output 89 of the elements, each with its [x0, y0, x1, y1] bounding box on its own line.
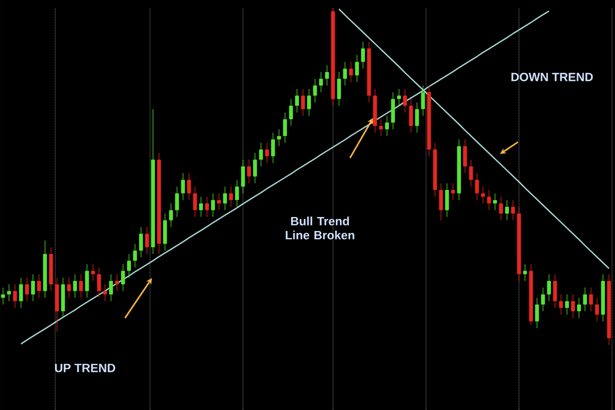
candlestick	[67, 277, 71, 298]
candlestick	[415, 102, 419, 133]
candlestick	[541, 287, 545, 312]
candlestick	[277, 128, 281, 146]
candlestick	[1, 287, 5, 305]
candlestick	[205, 196, 209, 218]
candlestick	[85, 264, 89, 298]
candlestick	[493, 192, 497, 210]
candlestick	[349, 61, 353, 82]
candlestick	[451, 182, 455, 200]
candlestick	[487, 190, 491, 210]
candlestick	[37, 274, 41, 298]
candlestick	[481, 186, 485, 204]
candlestick	[397, 88, 401, 106]
candlestick	[193, 186, 197, 218]
candlestick	[79, 274, 83, 298]
candlestick	[553, 274, 557, 308]
candlestick	[523, 264, 527, 282]
candlestick	[535, 297, 539, 328]
candlestick	[361, 41, 365, 69]
candlestick	[307, 88, 311, 116]
candlestick	[385, 115, 389, 136]
candlestick	[247, 159, 251, 184]
candlestick	[73, 274, 77, 298]
candlestick	[109, 274, 113, 302]
candlestick	[463, 138, 467, 174]
candlestick	[589, 287, 593, 312]
candlestick	[337, 72, 341, 106]
candlestick	[421, 85, 425, 116]
candlestick	[259, 142, 263, 167]
candlestick	[163, 213, 167, 251]
candlestick	[31, 274, 35, 302]
candlestick	[271, 132, 275, 164]
candlestick	[391, 92, 395, 130]
candlestick	[91, 264, 95, 282]
candlestick	[127, 254, 131, 278]
candlestick	[409, 98, 413, 133]
candlestick	[19, 277, 23, 308]
candlestick	[445, 182, 449, 218]
candlestick	[25, 277, 29, 302]
candlestick	[379, 118, 383, 136]
candlestick	[583, 287, 587, 312]
text: UP TREND	[55, 364, 116, 372]
candlestick	[121, 264, 125, 292]
candlestick	[499, 196, 503, 220]
candlestick	[133, 243, 137, 268]
candlestick	[571, 294, 575, 318]
candlestick	[301, 88, 305, 116]
candlestick	[13, 284, 17, 308]
candlestick	[313, 78, 317, 103]
candlestick	[319, 72, 323, 92]
candlestick	[469, 159, 473, 187]
candlestick	[547, 274, 551, 302]
candlestick	[169, 202, 173, 228]
candlestick	[265, 142, 269, 164]
annotation: Bull Trend Line Broken	[286, 216, 354, 240]
candlestick	[103, 284, 107, 302]
candlestick	[343, 61, 347, 86]
candlestick	[217, 192, 221, 210]
candlestick	[475, 172, 479, 200]
candlestick	[211, 192, 215, 218]
candlestick	[145, 226, 149, 254]
candlestick	[241, 159, 245, 194]
candlestick	[235, 179, 239, 207]
candlestick	[511, 200, 515, 220]
candlestick	[181, 172, 185, 200]
candlestick	[223, 186, 227, 210]
annotation: DOWN TREND	[511, 72, 593, 82]
candlestick	[187, 172, 191, 200]
candlestick	[325, 64, 329, 86]
candlestick	[289, 98, 293, 126]
candlestick	[229, 186, 233, 207]
candlestick	[565, 294, 569, 315]
candlestick	[403, 88, 407, 113]
candlestick	[139, 226, 143, 258]
candlestick	[175, 186, 179, 218]
candlestick	[253, 152, 257, 184]
candlestick	[7, 284, 11, 302]
candlestick	[199, 196, 203, 218]
candlestick	[559, 294, 563, 315]
candlestick	[439, 182, 443, 220]
candlestick	[505, 200, 509, 220]
candlestick	[355, 54, 359, 82]
candlestick	[283, 112, 287, 143]
candlestick	[97, 267, 101, 298]
candlestick	[115, 274, 119, 292]
candlestick	[595, 297, 599, 322]
candlestick	[577, 297, 581, 318]
candlestick	[295, 88, 299, 113]
